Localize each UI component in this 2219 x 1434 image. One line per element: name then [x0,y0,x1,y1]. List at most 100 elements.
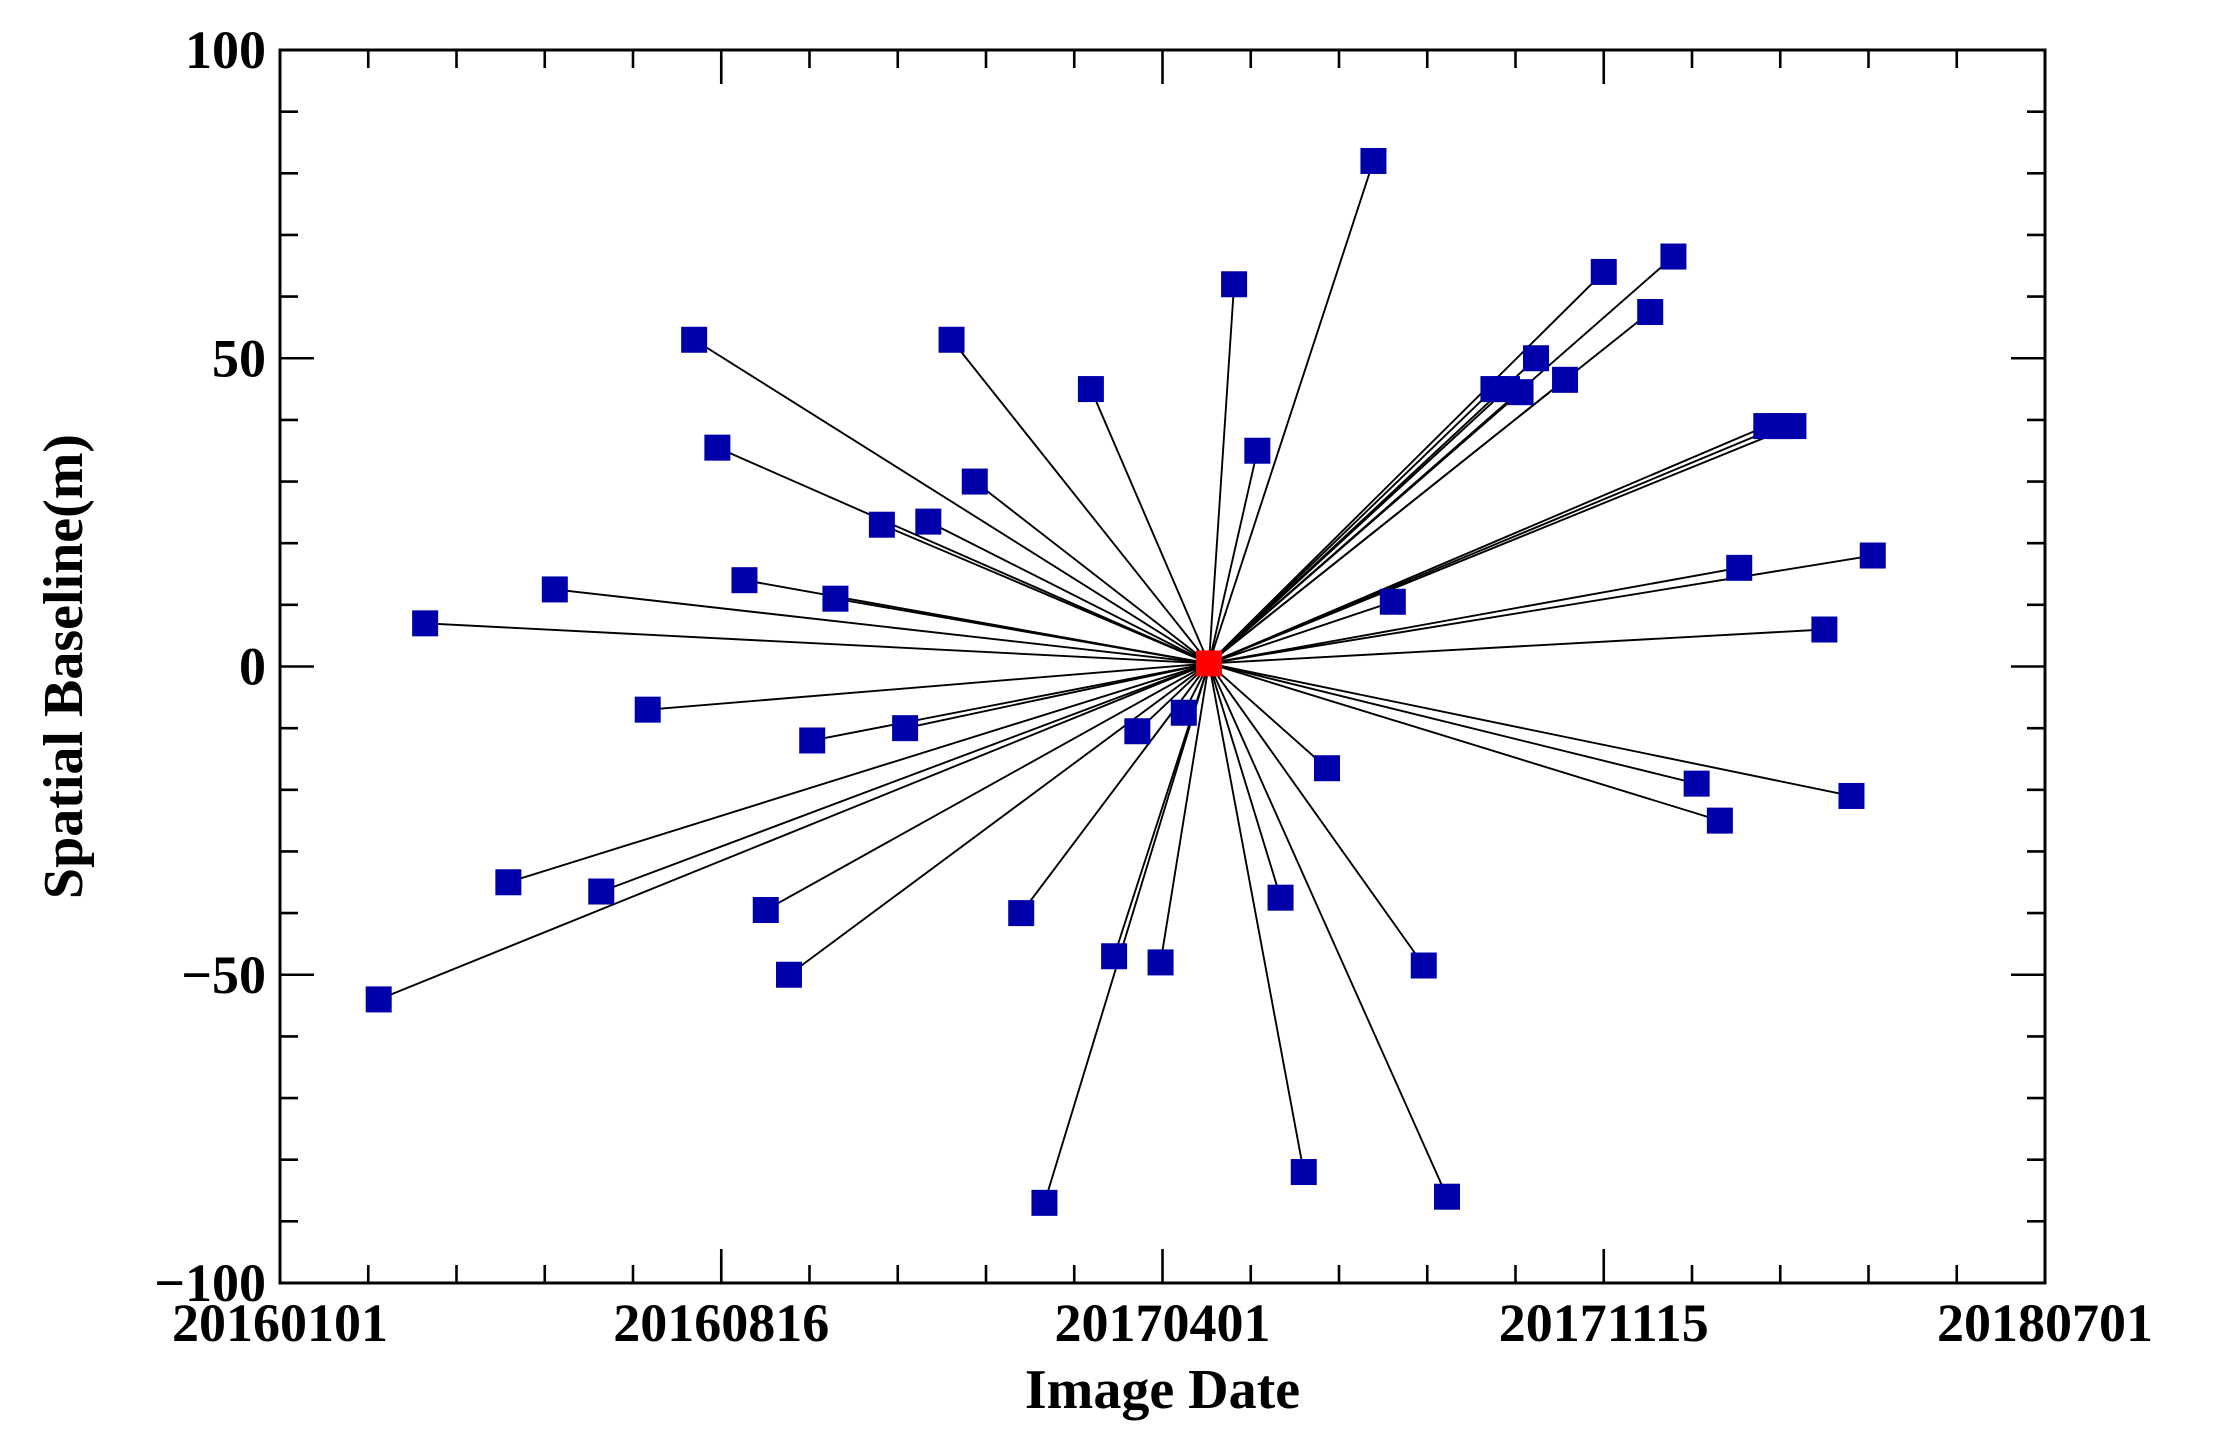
baseline-link [974,480,1210,665]
slave-image-point [1590,258,1617,285]
slave-image-point [1170,699,1197,726]
slave-image-point [1077,376,1104,403]
slave-image-point [1660,243,1687,270]
baseline-link [600,662,1210,893]
slave-image-point [1360,147,1387,174]
y-tick-label: 0 [239,637,266,697]
slave-image-point [1031,1189,1058,1216]
baseline-link [1208,160,1375,664]
slave-image-point [1838,782,1865,809]
y-tick-label: −100 [154,1253,266,1313]
baseline-link [927,520,1210,665]
slave-image-point [1433,1183,1460,1210]
slave-image-point [1726,554,1753,581]
plot-frame [278,48,2047,1285]
y-tick-label: 100 [185,20,266,80]
baseline-link [1159,663,1210,963]
slave-image-point [1637,299,1664,326]
slave-image-point [634,696,661,723]
slave-image-point [799,727,826,754]
slave-image-point [1147,949,1174,976]
slave-image-point [1683,770,1710,797]
baseline-link [1208,663,1448,1198]
baseline-link [765,662,1210,911]
slave-image-point [1314,755,1341,782]
baseline-link [1090,388,1210,664]
baseline-link [1208,425,1794,665]
slave-image-point [1124,718,1151,745]
baseline-link [1208,662,1721,822]
baseline-link [1208,271,1605,665]
x-tick-label: 20171115 [1499,1293,1709,1353]
baseline-link [1208,566,1740,665]
baseline-link [881,523,1210,665]
x-axis-title: Image Date [1025,1359,1300,1421]
slave-image-point [1221,271,1248,298]
baseline-link [1208,662,1328,769]
x-tick-label: 20180701 [1937,1293,2153,1353]
baseline-link [425,622,1209,665]
baseline-link [1208,311,1651,665]
slave-image-point [495,869,522,896]
slave-image-point [588,878,615,905]
baseline-link [1208,663,1282,898]
slave-image-point [1507,379,1534,406]
baseline-link [508,662,1210,884]
slave-image-point [1008,900,1035,927]
slave-image-point [1267,884,1294,911]
baseline-link [1208,662,1852,797]
baseline-link [1208,255,1675,665]
baseline-link [1208,628,1825,665]
y-tick-labels: 100 50 0 −50 −100 [154,20,266,1313]
baseline-link [904,662,1210,730]
slave-image-point [1523,345,1550,372]
y-tick-label: −50 [181,945,266,1005]
slave-image-point [681,326,708,353]
slave-image-point [731,567,758,594]
slave-image-point [961,468,988,495]
baseline-link [378,662,1210,1001]
baseline-link [1208,663,1305,1173]
baseline-link [647,662,1210,711]
x-tick-labels: 20160101 20160816 20170401 20171115 20180701 [172,1293,2153,1353]
slave-image-point [1706,807,1733,834]
slave-image-point [1859,542,1886,569]
slave-image-point [822,585,849,612]
slave-image-point [412,610,439,637]
slave-image-point [704,434,731,461]
slave-image-point [892,715,919,742]
master-point-group [1195,650,1222,677]
slave-image-point [775,961,802,988]
slave-image-point [1552,366,1579,393]
baseline-link [693,338,1210,665]
baseline-link [788,662,1210,976]
slave-image-point [1101,943,1128,970]
y-tick-label: 50 [212,328,266,388]
baseline-link [1043,663,1210,1204]
slave-image-point [365,986,392,1013]
slave-image-point [1780,413,1807,440]
slave-image-point [752,897,779,924]
baseline-link [835,597,1210,665]
baseline-link [1208,554,1873,665]
x-tick-label: 20160101 [172,1293,388,1353]
master-image-point [1195,650,1222,677]
baseline-link [1208,357,1537,665]
slave-image-point [1811,616,1838,643]
x-tick-label: 20160816 [613,1293,829,1353]
slave-image-point [1379,588,1406,615]
x-tick-label: 20170401 [1055,1293,1271,1353]
baseline-link [812,662,1210,742]
baseline-link [1208,662,1697,785]
baseline-link [1208,450,1259,664]
slave-image-point [1290,1159,1317,1186]
baseline-link [554,588,1210,665]
slave-image-point [541,576,568,603]
slave-image-point [1410,952,1437,979]
slave-image-point [938,326,965,353]
baseline-link [1208,600,1394,665]
baseline-link [950,339,1210,665]
slave-image-point [1244,437,1271,464]
baseline-link [1207,284,1236,664]
